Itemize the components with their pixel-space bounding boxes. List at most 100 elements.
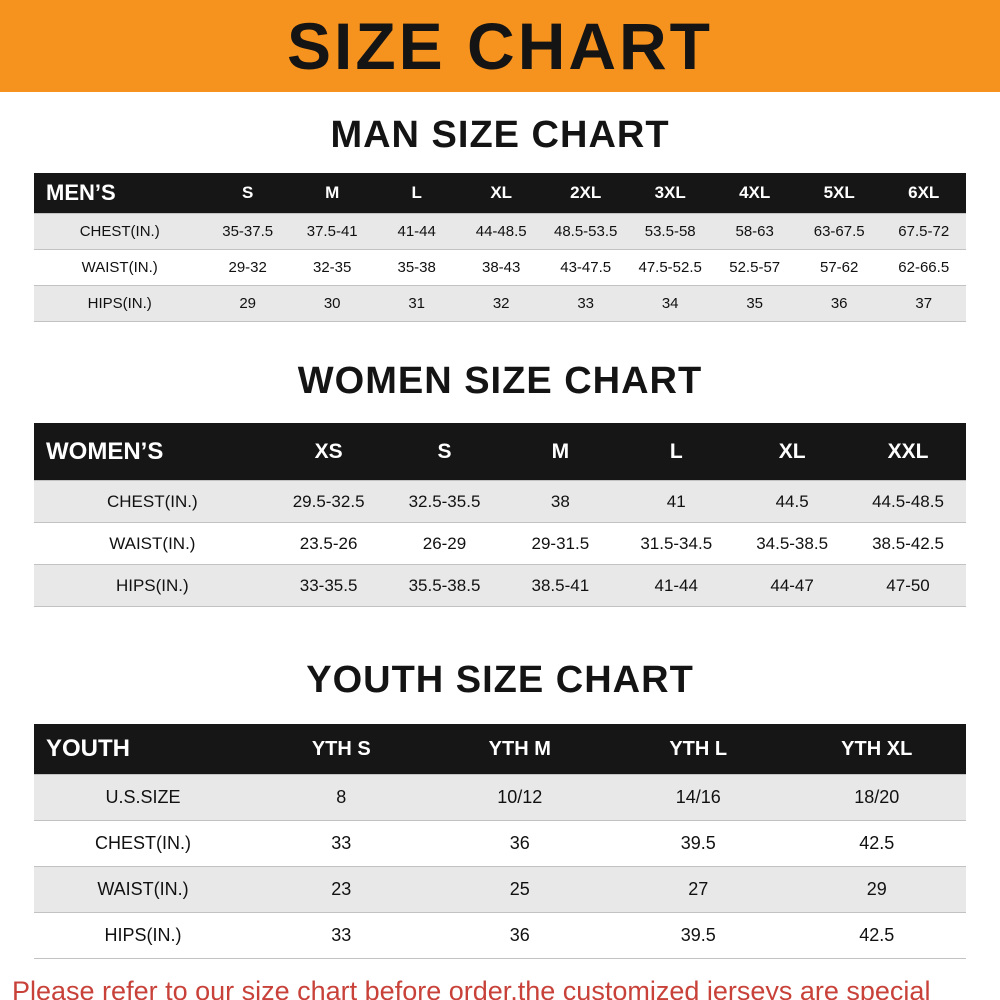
row-label: CHEST(IN.) [34, 820, 253, 867]
size-cell: 27 [609, 866, 788, 913]
row-label: CHEST(IN.) [34, 480, 271, 523]
size-cell: 36 [796, 285, 882, 322]
column-header: XL [458, 173, 544, 214]
column-header: S [205, 173, 290, 214]
table-row: HIPS(IN.) 33 36 39.5 42.5 [34, 912, 966, 959]
size-cell: 53.5-58 [627, 213, 713, 250]
row-label: HIPS(IN.) [34, 285, 206, 322]
column-header: L [374, 173, 459, 214]
table-row: CHEST(IN.) 33 36 39.5 42.5 [34, 820, 966, 867]
size-cell: 18/20 [787, 774, 966, 821]
column-header: 5XL [796, 173, 882, 214]
table-row: CHEST(IN.) 35-37.5 37.5-41 41-44 44-48.5 48.5… [34, 213, 966, 250]
size-cell: 37 [881, 285, 966, 322]
size-cell: 44-47 [734, 564, 851, 607]
table-row: HIPS(IN.) 29 30 31 32 33 34 35 36 37 [34, 285, 966, 322]
size-cell: 25 [430, 866, 609, 913]
column-header: M [502, 423, 619, 481]
size-cell: 34 [627, 285, 713, 322]
column-header: XL [734, 423, 851, 481]
size-cell: 29 [205, 285, 290, 322]
size-cell: 33 [543, 285, 628, 322]
size-cell: 48.5-53.5 [543, 213, 628, 250]
table-row: WAIST(IN.) 23 25 27 29 [34, 866, 966, 913]
row-label: HIPS(IN.) [34, 564, 271, 607]
size-cell: 33-35.5 [270, 564, 387, 607]
size-cell: 43-47.5 [543, 249, 628, 286]
table-row: WAIST(IN.) 29-32 32-35 35-38 38-43 43-47.5 47.… [34, 249, 966, 286]
section-men: MAN SIZE CHART MEN’S S M L XL 2XL 3XL 4XL 5XL 6XL… [0, 92, 1000, 322]
row-label: HIPS(IN.) [34, 912, 253, 959]
table-group-label: WOMEN’S [34, 423, 271, 481]
row-label: WAIST(IN.) [34, 522, 271, 565]
table-row: HIPS(IN.) 33-35.5 35.5-38.5 38.5-41 41-44 44-… [34, 564, 966, 607]
column-header: YTH XL [787, 724, 966, 775]
men-size-table: MEN’S S M L XL 2XL 3XL 4XL 5XL 6XL CHEST(IN.) 35-37… [34, 173, 966, 322]
size-cell: 29.5-32.5 [270, 480, 387, 523]
size-cell: 35 [712, 285, 797, 322]
row-label: WAIST(IN.) [34, 249, 206, 286]
column-header: L [618, 423, 735, 481]
size-cell: 63-67.5 [796, 213, 882, 250]
banner: SIZE CHART [0, 0, 1000, 92]
table-group-label: YOUTH [34, 724, 253, 775]
size-cell: 36 [430, 820, 609, 867]
size-cell: 38 [502, 480, 619, 523]
column-header: S [386, 423, 503, 481]
size-cell: 36 [430, 912, 609, 959]
row-label: U.S.SIZE [34, 774, 253, 821]
size-cell: 26-29 [386, 522, 503, 565]
column-header: 4XL [712, 173, 797, 214]
size-cell: 39.5 [609, 912, 788, 959]
column-header: M [289, 173, 375, 214]
table-header-row: MEN’S S M L XL 2XL 3XL 4XL 5XL 6XL [34, 173, 966, 214]
column-header: YTH L [609, 724, 788, 775]
column-header: YTH M [430, 724, 609, 775]
column-header: 3XL [627, 173, 713, 214]
size-cell: 8 [252, 774, 431, 821]
column-header: XXL [850, 423, 966, 481]
size-cell: 33 [252, 912, 431, 959]
table-row: U.S.SIZE 8 10/12 14/16 18/20 [34, 774, 966, 821]
size-cell: 31 [374, 285, 459, 322]
size-cell: 47.5-52.5 [627, 249, 713, 286]
section-women: WOMEN SIZE CHART WOMEN’S XS S M L XL XXL CHEST(… [0, 322, 1000, 607]
row-label: CHEST(IN.) [34, 213, 206, 250]
table-header-row: WOMEN’S XS S M L XL XXL [34, 423, 966, 481]
notice-line-1: Please refer to our size chart before or… [12, 976, 931, 1000]
section-heading-men: MAN SIZE CHART [330, 114, 670, 156]
size-cell: 32 [458, 285, 544, 322]
section-heading-women: WOMEN SIZE CHART [297, 360, 703, 402]
size-cell: 44.5 [734, 480, 851, 523]
size-cell: 39.5 [609, 820, 788, 867]
size-cell: 41-44 [374, 213, 459, 250]
size-cell: 23 [252, 866, 431, 913]
size-cell: 38-43 [458, 249, 544, 286]
column-header: YTH S [252, 724, 431, 775]
size-cell: 32.5-35.5 [386, 480, 503, 523]
size-cell: 10/12 [430, 774, 609, 821]
table-header-row: YOUTH YTH S YTH M YTH L YTH XL [34, 724, 966, 775]
size-cell: 47-50 [850, 564, 966, 607]
size-cell: 37.5-41 [289, 213, 375, 250]
section-heading-youth: YOUTH SIZE CHART [306, 659, 694, 701]
women-size-table: WOMEN’S XS S M L XL XXL CHEST(IN.) 29.5-32.5 32.5… [34, 423, 966, 607]
size-cell: 58-63 [712, 213, 797, 250]
column-header: 2XL [543, 173, 628, 214]
size-cell: 57-62 [796, 249, 882, 286]
size-cell: 32-35 [289, 249, 375, 286]
size-cell: 38.5-42.5 [850, 522, 966, 565]
size-cell: 42.5 [787, 912, 966, 959]
size-cell: 34.5-38.5 [734, 522, 851, 565]
size-cell: 62-66.5 [881, 249, 966, 286]
size-cell: 29-32 [205, 249, 290, 286]
youth-size-table: YOUTH YTH S YTH M YTH L YTH XL U.S.SIZE 8 10/12… [34, 724, 966, 959]
size-cell: 44-48.5 [458, 213, 544, 250]
size-cell: 31.5-34.5 [618, 522, 735, 565]
size-cell: 52.5-57 [712, 249, 797, 286]
size-cell: 41 [618, 480, 735, 523]
size-cell: 23.5-26 [270, 522, 387, 565]
size-cell: 14/16 [609, 774, 788, 821]
table-group-label: MEN’S [34, 173, 206, 214]
